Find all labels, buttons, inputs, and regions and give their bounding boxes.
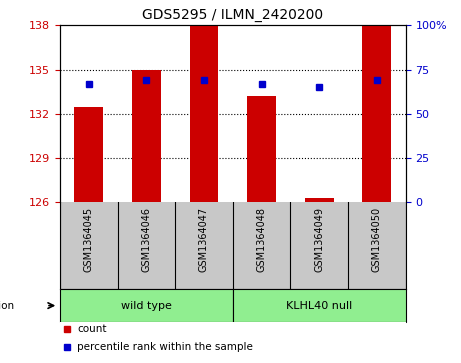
Bar <box>362 25 391 202</box>
Text: wild type: wild type <box>121 301 172 311</box>
Bar <box>305 198 334 202</box>
Bar <box>189 25 219 202</box>
Bar <box>132 70 161 202</box>
Text: count: count <box>77 324 106 334</box>
Bar <box>247 96 276 202</box>
Text: GSM1364050: GSM1364050 <box>372 207 382 272</box>
FancyBboxPatch shape <box>60 289 233 322</box>
Bar <box>74 106 103 202</box>
Text: GSM1364048: GSM1364048 <box>257 207 266 272</box>
Text: KLHL40 null: KLHL40 null <box>286 301 352 311</box>
Text: GSM1364047: GSM1364047 <box>199 207 209 272</box>
Text: GSM1364049: GSM1364049 <box>314 207 324 272</box>
Text: GSM1364046: GSM1364046 <box>142 207 151 272</box>
Text: GSM1364045: GSM1364045 <box>84 207 94 272</box>
FancyBboxPatch shape <box>233 289 406 322</box>
Text: genotype/variation: genotype/variation <box>0 301 15 311</box>
Title: GDS5295 / ILMN_2420200: GDS5295 / ILMN_2420200 <box>142 8 323 22</box>
Text: percentile rank within the sample: percentile rank within the sample <box>77 342 253 352</box>
